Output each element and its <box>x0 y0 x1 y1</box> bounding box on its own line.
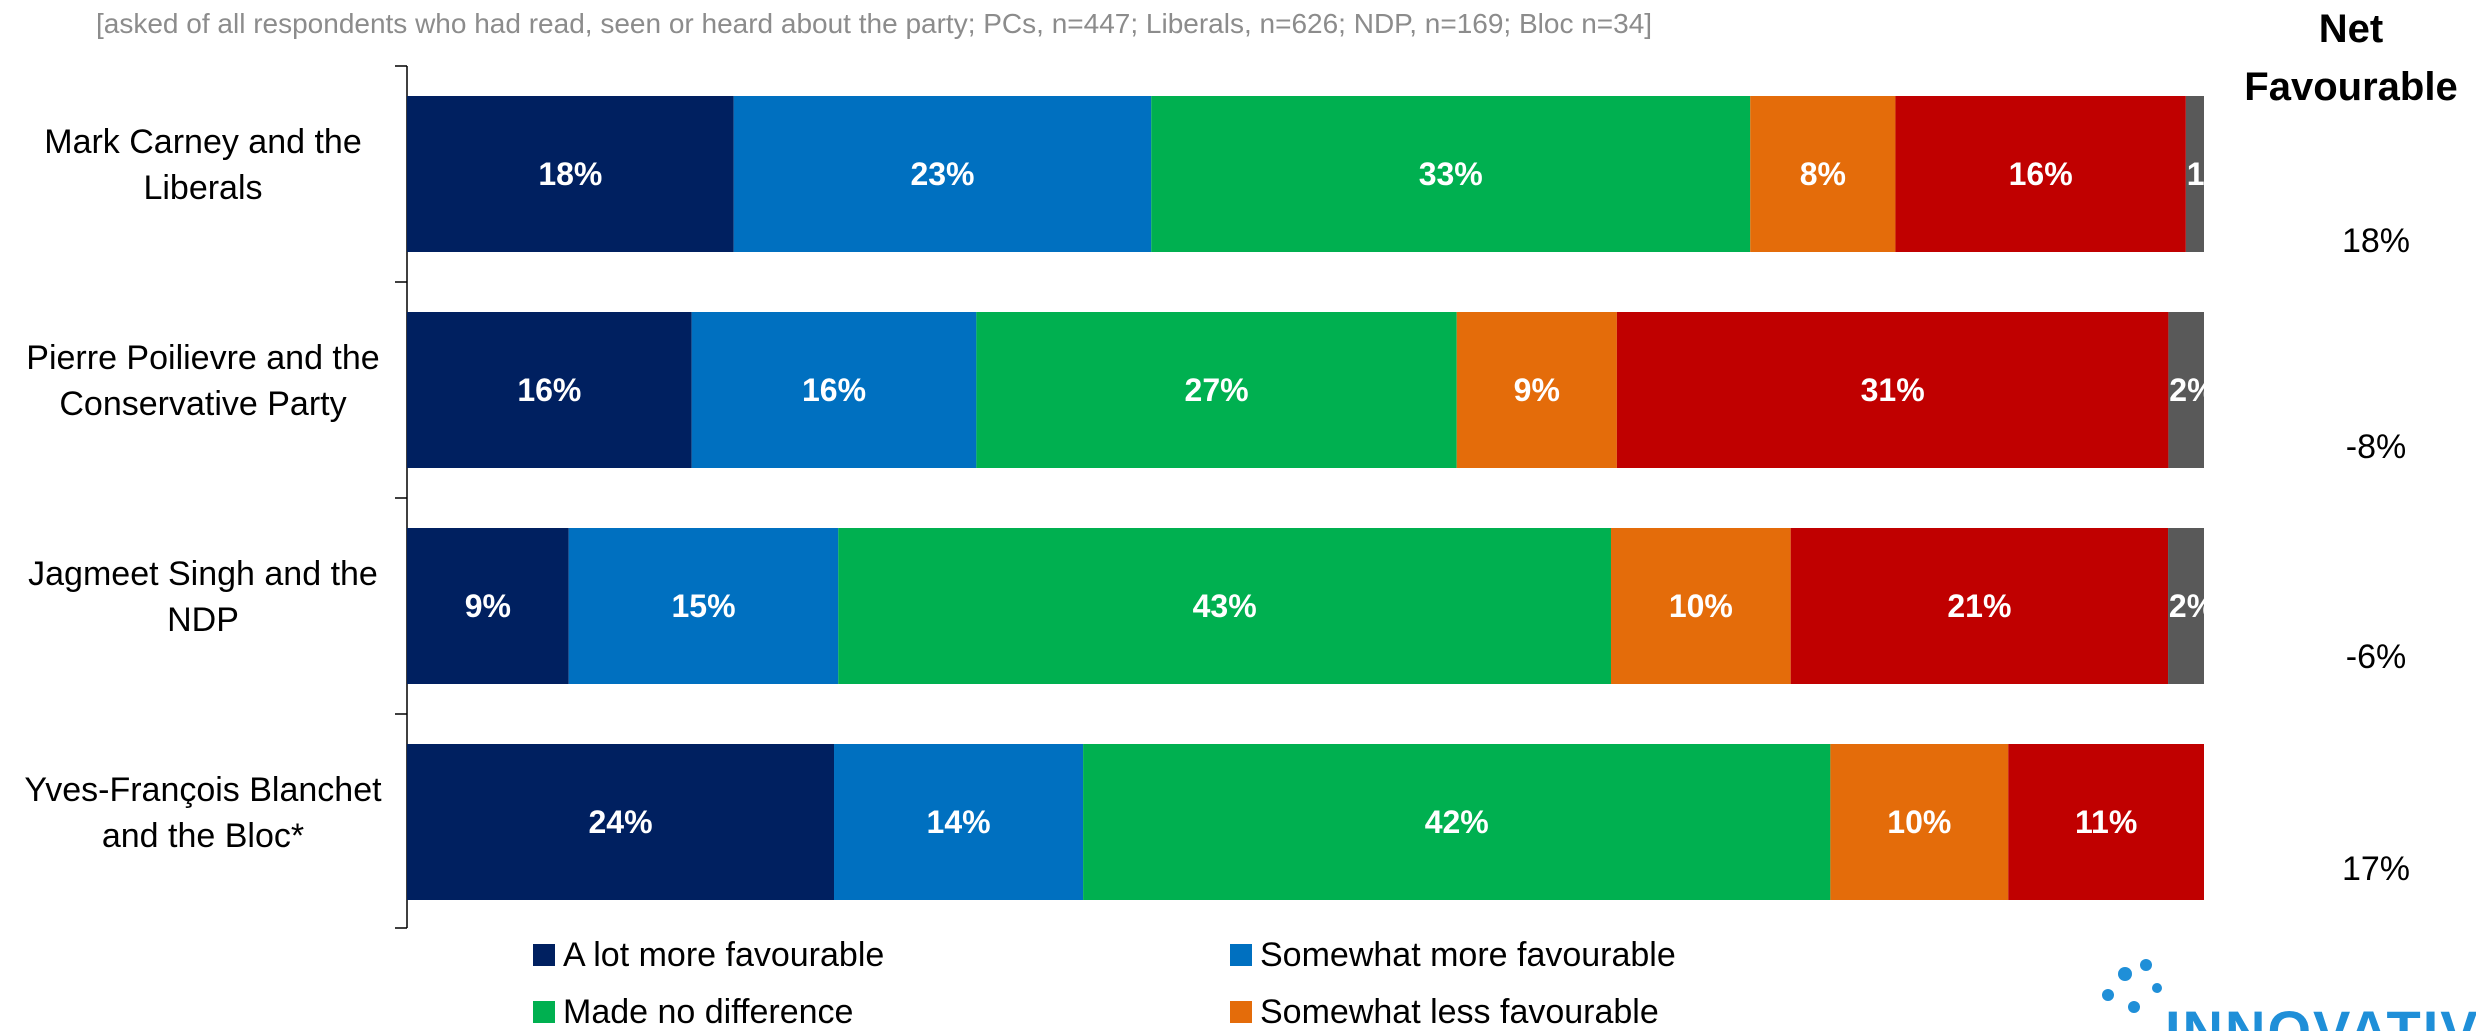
bar-segment-r1-s0 <box>407 312 692 468</box>
category-label-r1-l0: Pierre Poilievre and the <box>26 339 379 377</box>
net-header-line-1: Net <box>2318 7 2384 51</box>
value-label-r1-s1: 16% <box>802 372 866 408</box>
bar-segment-r3-s0 <box>407 744 835 900</box>
legend-swatch-0 <box>533 944 555 966</box>
value-label-r3-s5: 0% <box>2205 804 2251 840</box>
stacked-bar-chart: 18% 23% 33% 8% 16% 1% Mark Carney and the Liber… <box>24 65 2410 929</box>
bar-segment-r0-s0 <box>407 96 734 252</box>
value-label-r0-s2: 33% <box>1419 156 1483 192</box>
value-label-r3-s4: 11% <box>2075 804 2137 840</box>
value-label-r2-s3: 10% <box>1669 588 1733 624</box>
value-label-r1-s5: 2% <box>2169 372 2215 408</box>
value-label-r1-s4: 31% <box>1861 372 1925 408</box>
bar-segment-r1-s2 <box>976 312 1457 468</box>
legend-item-2: Made no difference <box>533 992 853 1032</box>
value-label-r1-s0: 16% <box>517 372 581 408</box>
value-label-r3-s3: 10% <box>1887 804 1951 840</box>
value-label-r3-s1: 14% <box>927 804 991 840</box>
net-favourable-value-2: -6% <box>2346 638 2406 676</box>
net-favourable-value-0: 18% <box>2342 222 2410 260</box>
legend-label-1: Somewhat more favourable <box>1260 935 1676 974</box>
innovative-logo: INNOVATIVE <box>2100 955 2476 1031</box>
category-label-r2-l0: Jagmeet Singh and the <box>28 555 378 593</box>
net-favourable-value-3: 17% <box>2342 850 2410 888</box>
value-label-r0-s4: 16% <box>2009 156 2073 192</box>
legend-label-3: Somewhat less favourable <box>1260 992 1659 1031</box>
category-label-r0-l0: Mark Carney and the <box>44 123 362 161</box>
category-label-r2-l1: NDP <box>167 601 239 639</box>
value-label-r0-s3: 8% <box>1800 156 1846 192</box>
bar-segment-r1-s4 <box>1616 312 2169 468</box>
category-label-r3-l0: Yves-François Blanchet <box>24 771 382 809</box>
legend-item-0: A lot more favourable <box>533 935 884 975</box>
legend-item-1: Somewhat more favourable <box>1230 935 1676 975</box>
legend-label-2: Made no difference <box>563 992 854 1031</box>
bar-segment-r2-s1 <box>568 528 839 684</box>
chart-legend: A lot more favourable Somewhat more favou… <box>533 935 1933 1031</box>
bar-segment-r2-s2 <box>838 528 1611 684</box>
category-label-r3-l1: and the Bloc* <box>102 817 304 855</box>
value-label-r1-s2: 27% <box>1185 372 1249 408</box>
value-label-r0-s5: 1% <box>2187 156 2233 192</box>
bar-segment-r0-s5 <box>2185 96 2204 252</box>
value-label-r2-s1: 15% <box>671 588 735 624</box>
category-label-r1-l1: Conservative Party <box>59 385 346 423</box>
bar-segment-r0-s3 <box>1750 96 1896 252</box>
legend-swatch-1 <box>1230 944 1252 966</box>
value-label-r0-s1: 23% <box>910 156 974 192</box>
bar-segment-r0-s2 <box>1151 96 1751 252</box>
value-label-r2-s4: 21% <box>1947 588 2011 624</box>
bar-segment-r1-s5 <box>2168 312 2204 468</box>
bar-segment-r0-s1 <box>733 96 1152 252</box>
bar-segment-r3-s1 <box>834 744 1084 900</box>
net-favourable-header: Net Favourable <box>2226 0 2476 116</box>
net-header-line-2: Favourable <box>2244 65 2458 109</box>
bar-segment-r0-s4 <box>1895 96 2186 252</box>
value-label-r0-s0: 18% <box>538 156 602 192</box>
bar-segment-r2-s0 <box>407 528 569 684</box>
bar-segment-r2-s3 <box>1610 528 1791 684</box>
value-label-r2-s2: 43% <box>1193 588 1257 624</box>
net-favourable-value-1: -8% <box>2346 428 2406 466</box>
bar-segment-r3-s3 <box>1830 744 2009 900</box>
legend-swatch-3 <box>1230 1001 1252 1023</box>
bar-segment-r3-s2 <box>1083 744 1831 900</box>
value-label-r2-s0: 9% <box>465 588 511 624</box>
value-label-r2-s5: 2% <box>2169 588 2215 624</box>
legend-item-3: Somewhat less favourable <box>1230 992 1659 1032</box>
value-label-r1-s3: 9% <box>1514 372 1560 408</box>
category-label-r0-l1: Liberals <box>143 169 262 207</box>
value-label-r3-s2: 42% <box>1425 804 1489 840</box>
bar-segment-r2-s5 <box>2168 528 2204 684</box>
bar-segment-r1-s3 <box>1456 312 1617 468</box>
logo-text: INNOVATIVE <box>2165 999 2476 1032</box>
legend-swatch-2 <box>533 1001 555 1023</box>
value-label-r3-s0: 24% <box>588 804 652 840</box>
chart-subtitle: [asked of all respondents who had read, … <box>96 8 1653 39</box>
bar-segment-r2-s4 <box>1790 528 2169 684</box>
bar-segment-r3-s4 <box>2008 744 2204 900</box>
legend-label-0: A lot more favourable <box>563 935 885 974</box>
bar-segment-r1-s1 <box>691 312 977 468</box>
